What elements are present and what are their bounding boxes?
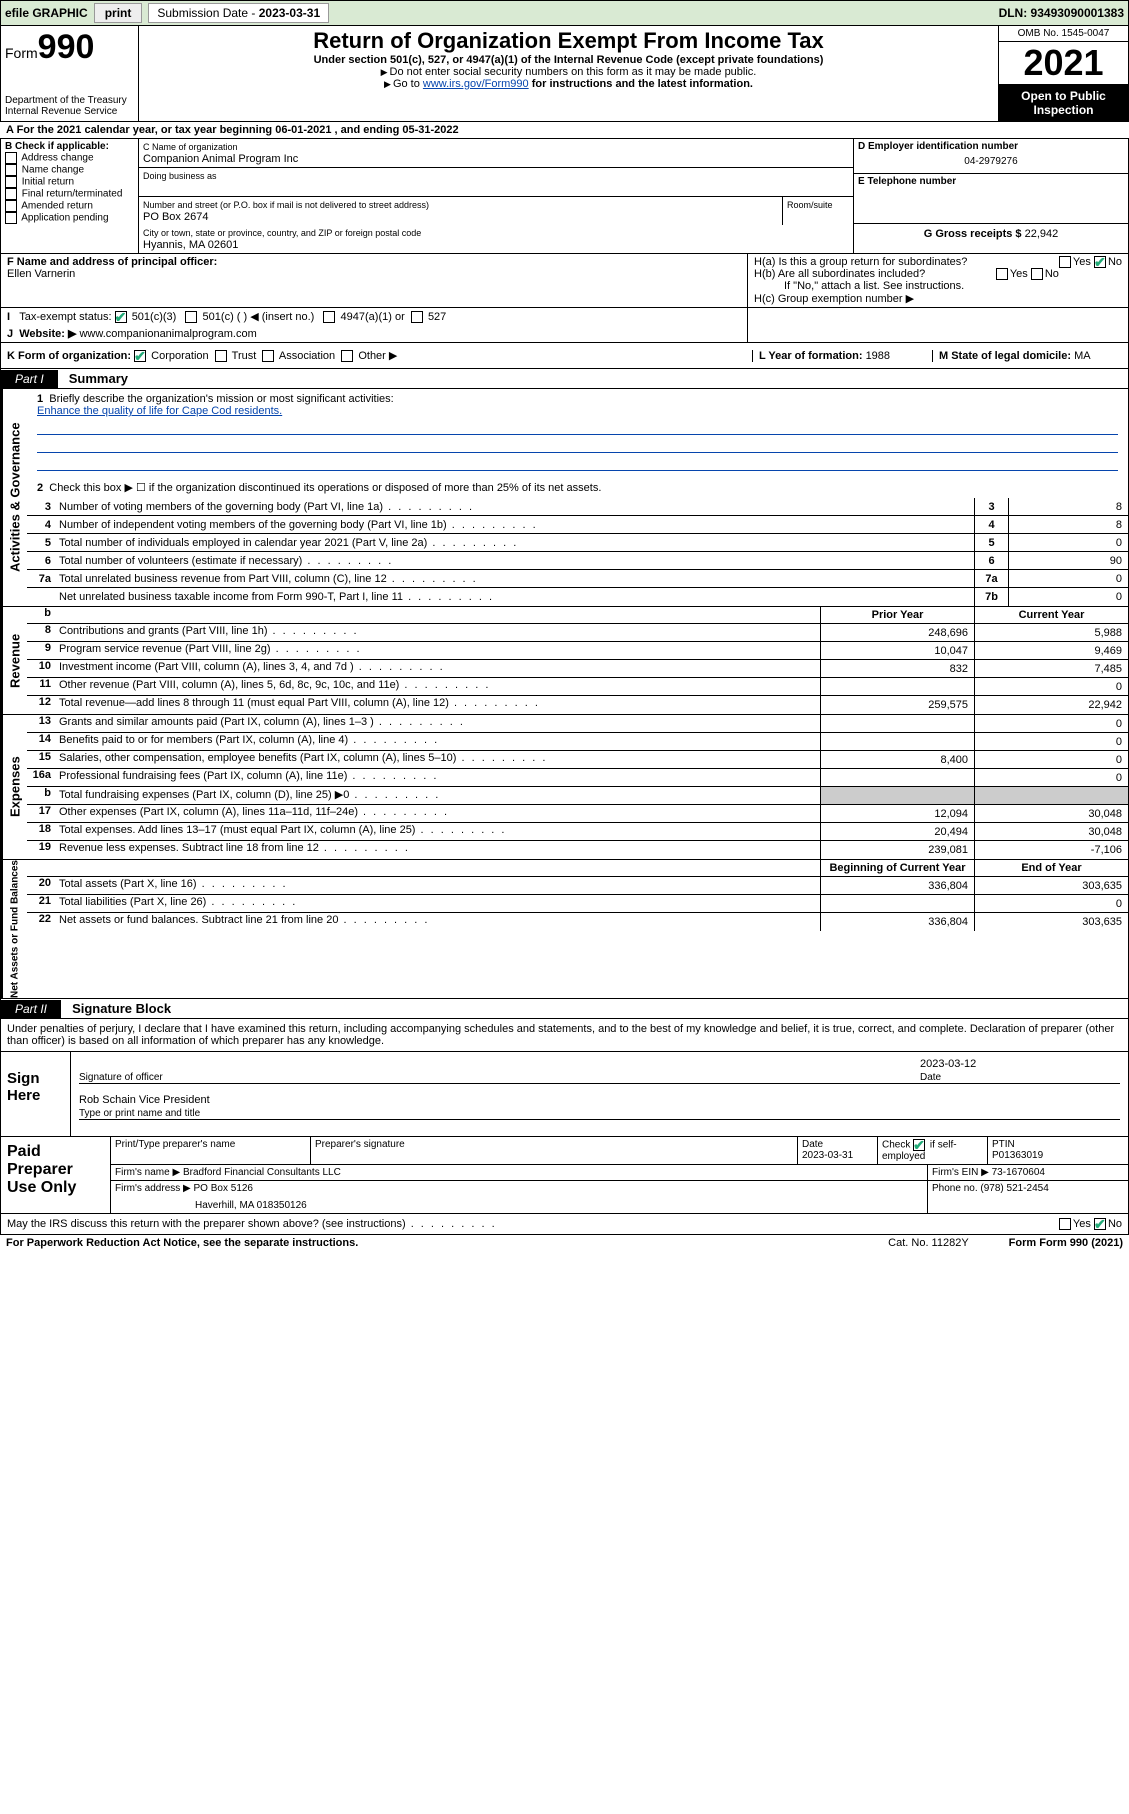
page-footer: For Paperwork Reduction Act Notice, see … bbox=[0, 1235, 1129, 1251]
section-fh: F Name and address of principal officer:… bbox=[0, 254, 1129, 308]
block-b: B Check if applicable: Address change Na… bbox=[1, 139, 139, 253]
chk-501c[interactable] bbox=[185, 311, 197, 323]
line-3: 3Number of voting members of the governi… bbox=[27, 498, 1128, 516]
revenue-section: Revenue bPrior YearCurrent Year 8Contrib… bbox=[0, 607, 1129, 715]
netassets-section: Net Assets or Fund Balances Beginning of… bbox=[0, 860, 1129, 999]
chk-501c3[interactable] bbox=[115, 311, 127, 323]
org-name: Companion Animal Program Inc bbox=[143, 153, 298, 165]
section-klm: K Form of organization: Corporation Trus… bbox=[0, 343, 1129, 369]
part1-header: Part I Summary bbox=[0, 369, 1129, 389]
line-10: 10Investment income (Part VIII, column (… bbox=[27, 660, 1128, 678]
discuss-yes[interactable] bbox=[1059, 1218, 1071, 1230]
block-c: C Name of organization Companion Animal … bbox=[139, 139, 853, 253]
chk-app-pending[interactable] bbox=[5, 212, 17, 224]
irs-link[interactable]: www.irs.gov/Form990 bbox=[423, 78, 529, 90]
print-button[interactable]: print bbox=[94, 3, 143, 23]
line-9: 9Program service revenue (Part VIII, lin… bbox=[27, 642, 1128, 660]
chk-name-change[interactable] bbox=[5, 164, 17, 176]
year-box: OMB No. 1545-0047 2021 Open to Public In… bbox=[998, 26, 1128, 121]
section-ij: I Tax-exempt status: 501(c)(3) 501(c) ( … bbox=[0, 308, 1129, 343]
line-14: 14Benefits paid to or for members (Part … bbox=[27, 733, 1128, 751]
band-revenue: Revenue bbox=[1, 607, 27, 714]
line-22: 22Net assets or fund balances. Subtract … bbox=[27, 913, 1128, 931]
hb-no[interactable] bbox=[1031, 268, 1043, 280]
line-13: 13Grants and similar amounts paid (Part … bbox=[27, 715, 1128, 733]
chk-corp[interactable] bbox=[134, 350, 146, 362]
ha-yes[interactable] bbox=[1059, 256, 1071, 268]
chk-4947[interactable] bbox=[323, 311, 335, 323]
line-18: 18Total expenses. Add lines 13–17 (must … bbox=[27, 823, 1128, 841]
top-bar: efile GRAPHIC print Submission Date - 20… bbox=[0, 0, 1129, 26]
form-title-box: Return of Organization Exempt From Incom… bbox=[139, 26, 998, 121]
line-16a: 16aProfessional fundraising fees (Part I… bbox=[27, 769, 1128, 787]
ein: 04-2979276 bbox=[858, 152, 1124, 171]
line-17: 17Other expenses (Part IX, column (A), l… bbox=[27, 805, 1128, 823]
submission-date: Submission Date - 2023-03-31 bbox=[148, 3, 329, 23]
chk-address-change[interactable] bbox=[5, 152, 17, 164]
chk-amended[interactable] bbox=[5, 200, 17, 212]
line-8: 8Contributions and grants (Part VIII, li… bbox=[27, 624, 1128, 642]
part2-header: Part II Signature Block bbox=[0, 999, 1129, 1019]
discuss-no[interactable] bbox=[1094, 1218, 1106, 1230]
chk-trust[interactable] bbox=[215, 350, 227, 362]
line-21: 21Total liabilities (Part X, line 26)0 bbox=[27, 895, 1128, 913]
line-7b: Net unrelated business taxable income fr… bbox=[27, 588, 1128, 606]
expenses-section: Expenses 13Grants and similar amounts pa… bbox=[0, 715, 1129, 860]
chk-527[interactable] bbox=[411, 311, 423, 323]
dln: DLN: 93493090001383 bbox=[999, 6, 1124, 20]
block-de: D Employer identification number04-29792… bbox=[853, 139, 1128, 253]
line-19: 19Revenue less expenses. Subtract line 1… bbox=[27, 841, 1128, 859]
preparer-block: Paid Preparer Use Only Print/Type prepar… bbox=[0, 1137, 1129, 1214]
mission-text[interactable]: Enhance the quality of life for Cape Cod… bbox=[37, 405, 282, 417]
line-4: 4Number of independent voting members of… bbox=[27, 516, 1128, 534]
efile-label: efile GRAPHIC bbox=[5, 6, 88, 20]
line-20: 20Total assets (Part X, line 16)336,8043… bbox=[27, 877, 1128, 895]
form-title: Return of Organization Exempt From Incom… bbox=[147, 28, 990, 54]
gross-receipts: 22,942 bbox=[1025, 228, 1059, 240]
signature-block: Under penalties of perjury, I declare th… bbox=[0, 1019, 1129, 1137]
form-header: Form990 Department of the Treasury Inter… bbox=[0, 26, 1129, 122]
line-6: 6Total number of volunteers (estimate if… bbox=[27, 552, 1128, 570]
tax-year-row: A For the 2021 calendar year, or tax yea… bbox=[0, 122, 1129, 139]
form-id-box: Form990 Department of the Treasury Inter… bbox=[1, 26, 139, 121]
line-b: bTotal fundraising expenses (Part IX, co… bbox=[27, 787, 1128, 805]
section-bcde: B Check if applicable: Address change Na… bbox=[0, 139, 1129, 254]
chk-other[interactable] bbox=[341, 350, 353, 362]
chk-initial-return[interactable] bbox=[5, 176, 17, 188]
chk-self-employed[interactable] bbox=[913, 1139, 925, 1151]
line-11: 11Other revenue (Part VIII, column (A), … bbox=[27, 678, 1128, 696]
discuss-row: May the IRS discuss this return with the… bbox=[0, 1214, 1129, 1235]
band-governance: Activities & Governance bbox=[1, 389, 27, 606]
governance-section: Activities & Governance 1 Briefly descri… bbox=[0, 389, 1129, 607]
chk-final-return[interactable] bbox=[5, 188, 17, 200]
band-netassets: Net Assets or Fund Balances bbox=[1, 860, 27, 998]
ha-no[interactable] bbox=[1094, 256, 1106, 268]
officer-name: Ellen Varnerin bbox=[7, 268, 75, 280]
line-5: 5Total number of individuals employed in… bbox=[27, 534, 1128, 552]
website: www.companionanimalprogram.com bbox=[79, 328, 256, 340]
line-15: 15Salaries, other compensation, employee… bbox=[27, 751, 1128, 769]
hb-yes[interactable] bbox=[996, 268, 1008, 280]
officer-sig-name: Rob Schain Vice President bbox=[79, 1094, 1120, 1106]
chk-assoc[interactable] bbox=[262, 350, 274, 362]
line-12: 12Total revenue—add lines 8 through 11 (… bbox=[27, 696, 1128, 714]
line-7a: 7aTotal unrelated business revenue from … bbox=[27, 570, 1128, 588]
band-expenses: Expenses bbox=[1, 715, 27, 859]
